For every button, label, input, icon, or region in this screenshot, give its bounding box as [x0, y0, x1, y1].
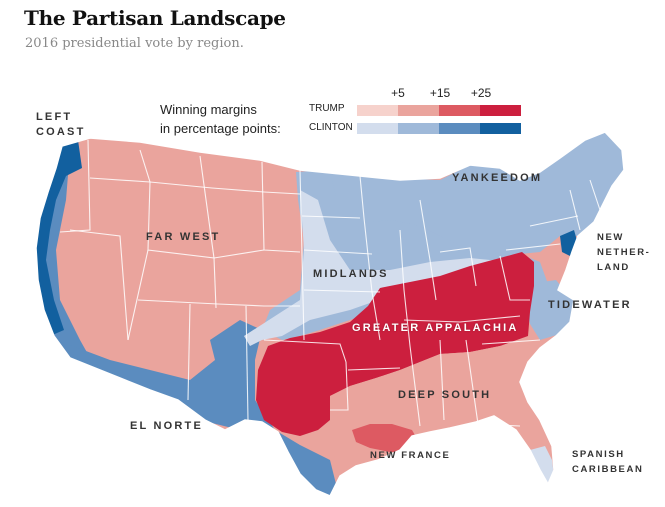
region-label-yankeedom: YANKEEDOM [452, 172, 543, 184]
state-border-line [187, 303, 191, 401]
state-border-line [529, 215, 579, 227]
region-label-far-west: FAR WEST [146, 231, 221, 243]
state-border-line [263, 339, 347, 363]
legend-swatch-clinton-0 [357, 123, 398, 134]
state-border-line [149, 181, 265, 193]
legend-swatch-trump-0 [357, 105, 398, 116]
state-border-line [199, 155, 215, 259]
state-border-line [89, 177, 151, 183]
state-border-line [589, 179, 601, 211]
legend-swatch-clinton-3 [480, 123, 521, 134]
state-border-line [59, 139, 91, 233]
legend-tick-label: +25 [470, 86, 492, 100]
region-label-line: NEW [597, 232, 624, 243]
region-label-line: COAST [36, 126, 86, 138]
state-border-line [301, 215, 361, 219]
legend-clinton-label: CLINTON [309, 122, 353, 133]
region-label-deep-south: DEEP SOUTH [398, 389, 492, 401]
state-border-line [127, 249, 149, 341]
state-border-line [137, 299, 300, 307]
legend-title-line2: in percentage points: [160, 121, 281, 136]
state-border-line [465, 339, 479, 425]
region-label-midlands: MIDLANDS [313, 268, 389, 280]
state-border-line [245, 305, 249, 421]
state-border-line [439, 339, 445, 421]
legend-tick-label: +15 [429, 86, 451, 100]
state-border-line [299, 169, 305, 341]
us-outline [35, 131, 625, 497]
state-border-line [330, 361, 349, 411]
legend-swatch-clinton-2 [439, 123, 480, 134]
page-subtitle: 2016 presidential vote by region. [25, 36, 244, 51]
legend-swatch-trump-3 [480, 105, 521, 116]
state-border-line [359, 175, 381, 341]
state-border-line [499, 255, 530, 301]
legend-swatch-trump-2 [439, 105, 480, 116]
region-label-line: CARIBBEAN [572, 464, 644, 475]
region-label-el-norte: EL NORTE [130, 420, 204, 432]
legend-trump-label: TRUMP [309, 103, 345, 114]
state-border-line [213, 249, 265, 259]
page-title: The Partisan Landscape [24, 6, 286, 30]
region-new-france [352, 424, 420, 452]
region-label-tidewater: TIDEWATER [548, 299, 632, 311]
legend-swatch-clinton-1 [398, 123, 439, 134]
legend-tick-label: +5 [391, 86, 405, 100]
state-border-line [481, 339, 541, 345]
legend-title: Winning margins in percentage points: [160, 100, 300, 138]
region-label-new-france: NEW FRANCE [370, 450, 451, 461]
state-border-line [263, 191, 301, 195]
legend-swatch-trump-1 [398, 105, 439, 116]
state-borders [59, 139, 601, 427]
region-label-spanish-caribbean: SPANISH CARIBBEAN [572, 447, 643, 477]
region-label-greater-appalachia: GREATER APPALACHIA [352, 322, 519, 334]
state-border-line [403, 315, 521, 323]
region-label-line: LEFT [36, 111, 73, 123]
region-greater-appalachia [256, 252, 534, 436]
region-label-line: SPANISH [572, 449, 625, 460]
state-border-line [505, 243, 561, 251]
region-yankeedom [330, 132, 624, 256]
region-spanish-caribbean [530, 446, 554, 484]
legend-title-line1: Winning margins [160, 102, 257, 117]
region-label-line: NETHER- [597, 247, 651, 258]
region-label-line: LAND [597, 262, 630, 273]
state-border-line [303, 249, 373, 255]
region-label-new-netherland: NEW NETHER- LAND [597, 230, 650, 275]
region-label-left-coast: LEFT COAST [36, 110, 86, 140]
region-midlands-light [244, 190, 530, 346]
state-border-line [347, 367, 401, 371]
state-border-line [399, 229, 421, 427]
state-border-line [439, 247, 477, 287]
region-tidewater [524, 280, 578, 340]
state-border-line [419, 199, 437, 301]
state-border-line [69, 229, 129, 341]
state-border-line [569, 189, 581, 231]
state-border-line [303, 289, 381, 293]
